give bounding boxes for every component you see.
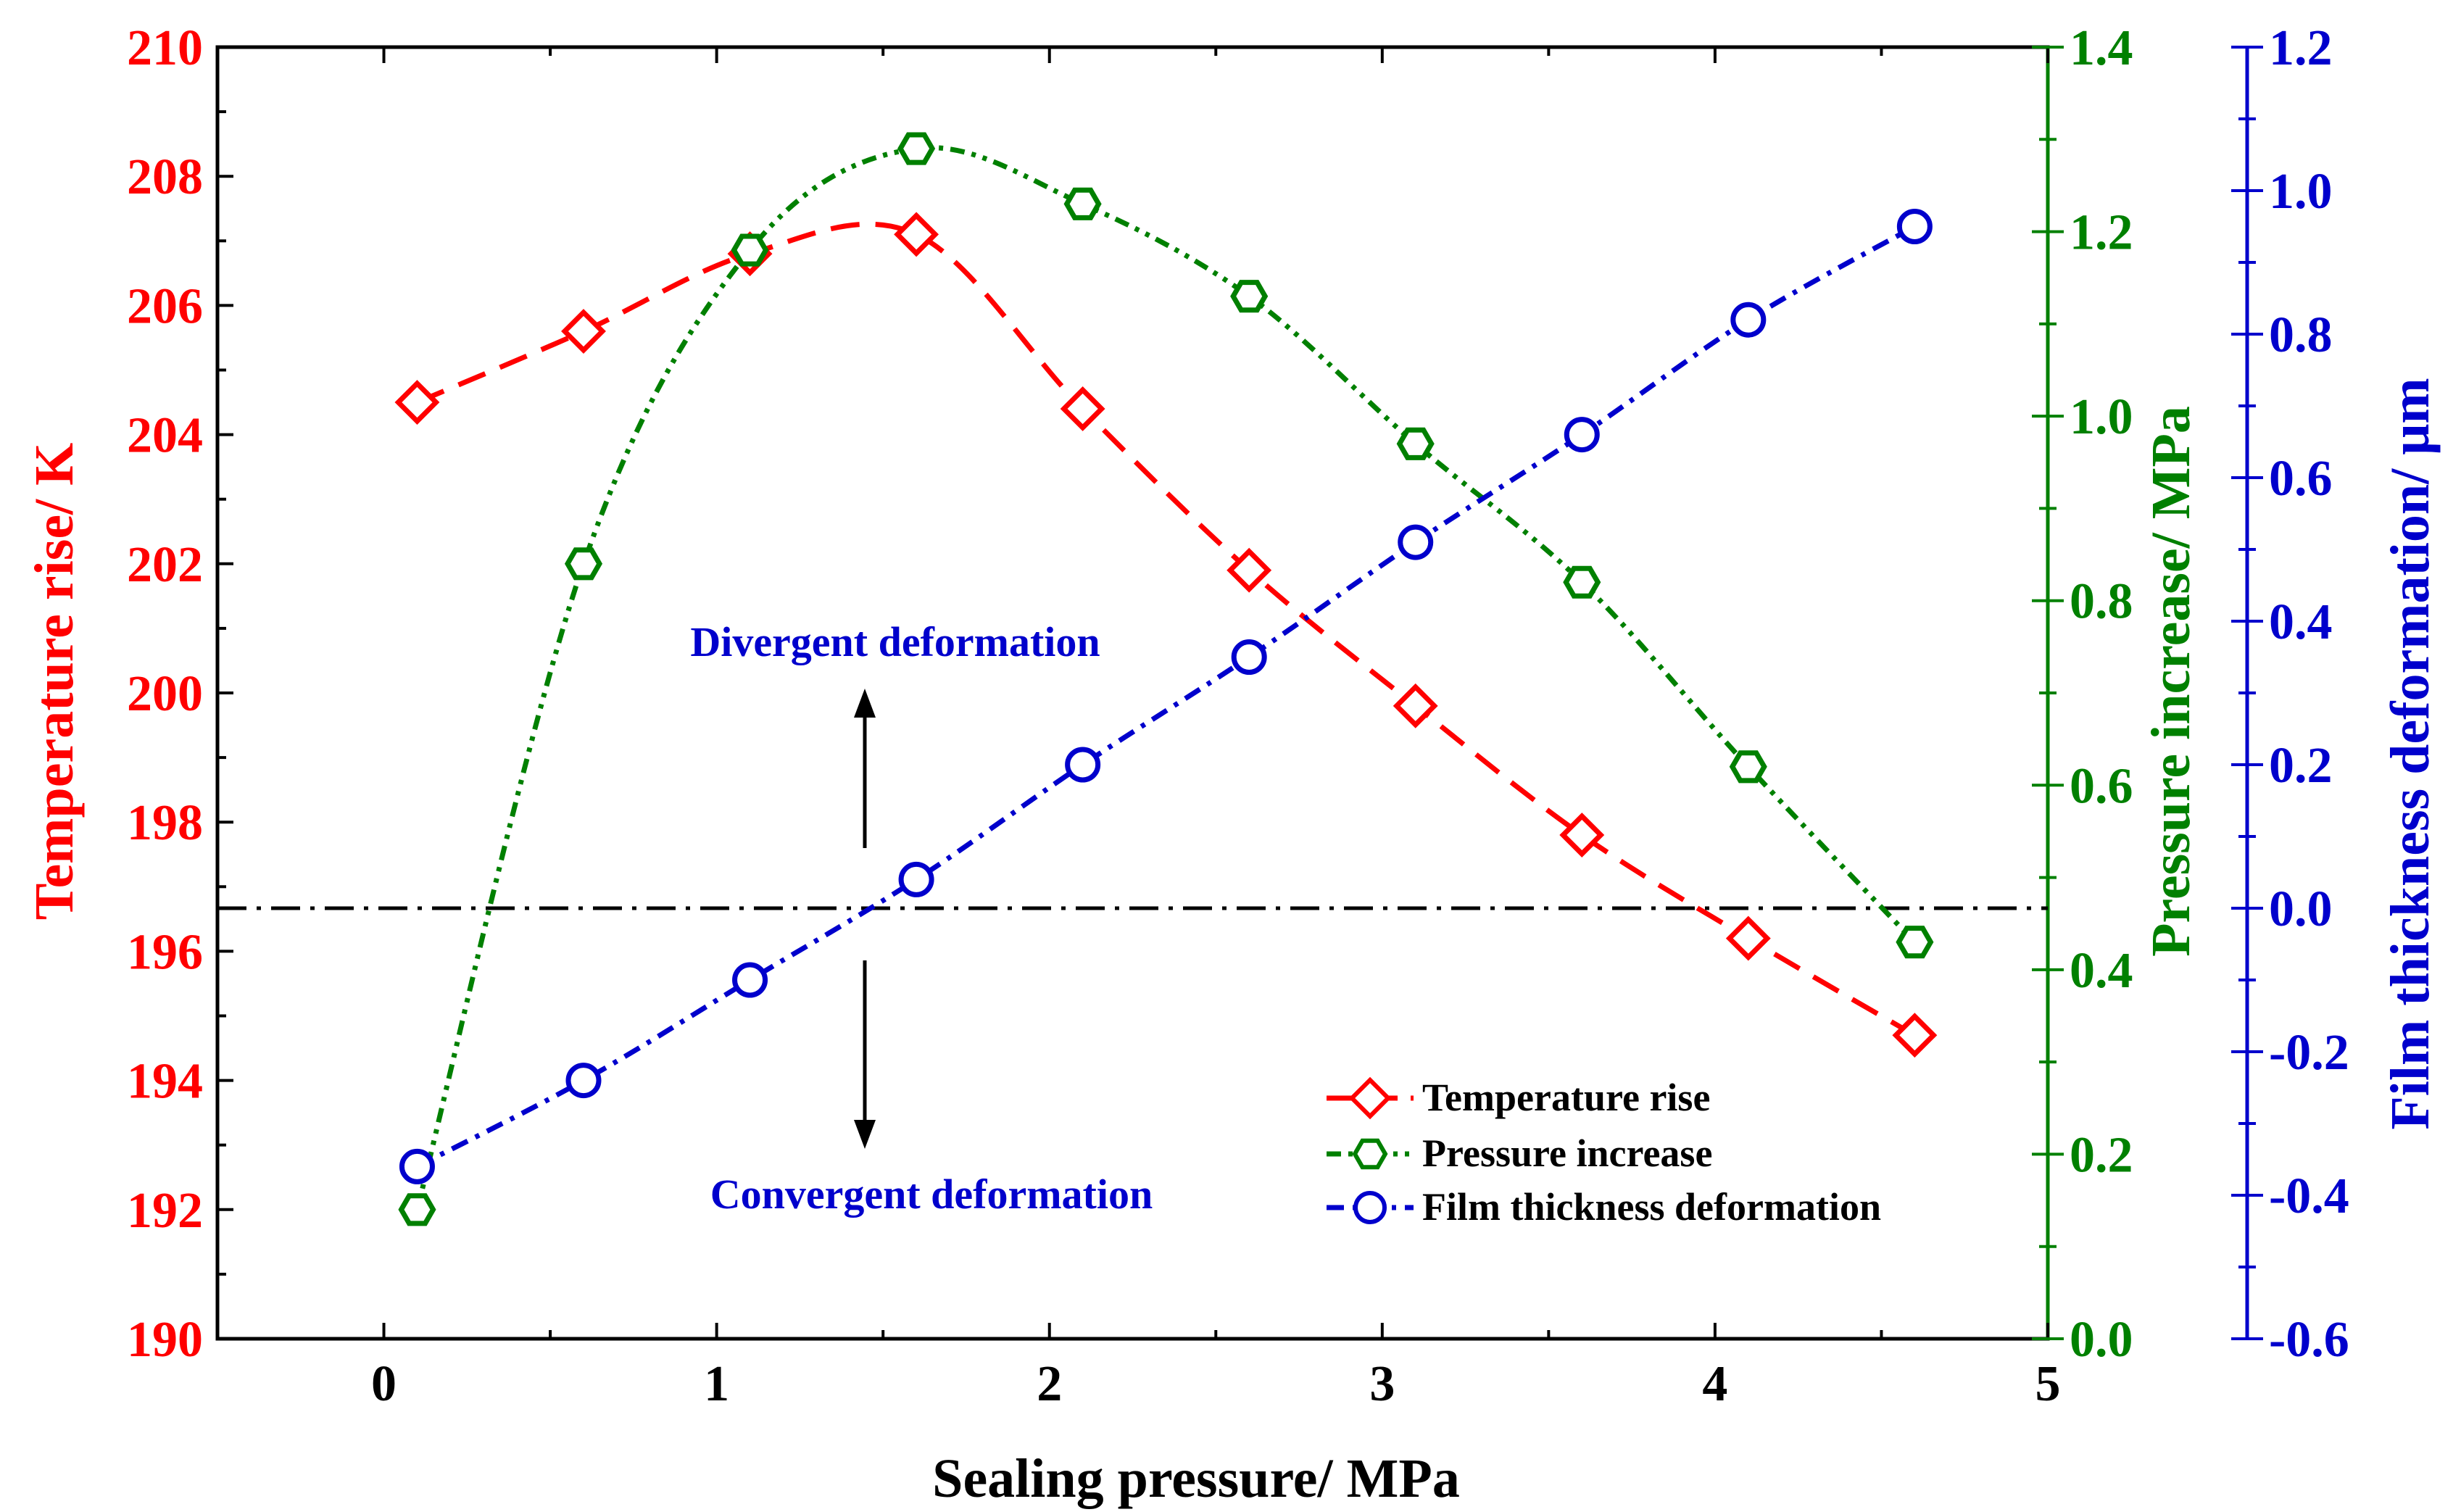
x-axis-title: Sealing pressure/ MPa [932,1448,1460,1509]
right2-tick-label: -0.4 [2269,1168,2349,1224]
data-point [1227,547,1272,593]
data-point [394,380,440,425]
data-point [1065,747,1101,783]
right2-tick-label: -0.6 [2269,1312,2349,1368]
data-point [1230,280,1269,313]
hexagon-marker-icon [1352,1138,1388,1170]
data-point [732,962,768,998]
data-point [1559,813,1605,857]
data-point [1730,302,1767,338]
left-tick-label: 200 [127,666,203,722]
convergent-arrow [854,960,876,1149]
x-tick-label: 5 [2035,1356,2061,1412]
legend-item-temperature: Temperature rise [1327,1076,1710,1120]
right2-tick-label: 0.0 [2269,881,2333,937]
left-tick-label: 208 [127,149,203,205]
data-point [1231,639,1267,675]
data-point [564,547,603,581]
right1-tick-label: 0.0 [2070,1312,2133,1368]
right2-tick-label: 1.2 [2269,20,2333,76]
right1-tick-label: 0.4 [2070,943,2133,999]
legend: Temperature rise Pressure increase Film … [1327,1076,1881,1229]
series [217,132,2048,1226]
diamond-marker-icon [1348,1076,1392,1120]
x-tick-label: 4 [1702,1356,1727,1412]
data-point [1398,524,1434,560]
right2-tick-label: 0.8 [2269,307,2333,363]
data-point [561,309,606,354]
right2-tick-label: 0.2 [2269,738,2333,794]
data-point [1896,926,1934,959]
left-tick-label: 204 [127,408,203,464]
data-point [1393,683,1438,728]
data-point [399,1148,435,1184]
right2-tick-label: 0.4 [2269,594,2333,650]
data-point [898,861,934,897]
divergent-label: Divergent deformation [690,618,1100,665]
right1-tick-label: 1.0 [2070,389,2133,445]
legend-label-film: Film thickness deformation [1422,1185,1881,1229]
right1-axis-title: Pressure increase/ MPa [2141,406,2201,957]
legend-item-film: Film thickness deformation [1327,1185,1881,1229]
data-point [894,212,939,257]
series-line [415,224,1917,1169]
left-tick-label: 196 [127,924,203,980]
data-point [1729,750,1767,784]
series-line [416,221,1917,1038]
right1-tick-label: 1.4 [2070,20,2133,76]
series-line [415,145,1917,1210]
data-point [1063,187,1102,220]
data-point [1896,209,1933,244]
legend-label-temperature: Temperature rise [1422,1076,1710,1119]
series-film-thickness-deformation [399,209,1933,1184]
right2-axis-title: Film thickness deformation/ μm [2380,378,2441,1129]
divergent-arrow [854,689,876,848]
right1-tick-label: 0.2 [2070,1127,2133,1183]
right1-tick-label: 0.6 [2070,758,2133,814]
series-pressure-increase [398,132,1934,1226]
left-tick-label: 194 [127,1054,203,1110]
data-point [1563,565,1601,599]
right1-tick-label: 1.2 [2070,205,2133,261]
circle-marker-icon [1353,1191,1387,1224]
data-point [731,233,769,267]
axes: 0 1 2 3 4 5 190 192 194 196 198 200 202 204 206 208 210 0… [127,20,2349,1412]
x-tick-label: 2 [1037,1356,1062,1412]
left-tick-label: 192 [127,1183,203,1239]
data-point [1060,386,1105,431]
data-point [1892,1013,1938,1058]
data-point [1396,427,1435,460]
left-tick-label: 198 [127,795,203,851]
plot-frame [215,45,2050,1341]
x-tick-label: 3 [1369,1356,1395,1412]
left-tick-label: 202 [127,537,203,593]
left-axis-title: Temperature rise/ K [24,443,85,921]
data-point [1725,915,1771,961]
left-tick-label: 210 [127,20,203,76]
right2-tick-label: 1.0 [2269,164,2333,220]
legend-label-pressure: Pressure increase [1422,1131,1712,1175]
data-point [897,132,936,165]
left-tick-label: 206 [127,278,203,334]
right1-tick-label: 0.8 [2070,574,2133,630]
right2-tick-label: -0.2 [2269,1025,2349,1081]
convergent-label: Convergent deformation [710,1171,1153,1218]
x-tick-label: 0 [371,1356,397,1412]
data-point [398,1193,436,1226]
right2-tick-label: 0.6 [2269,451,2333,507]
data-point [565,1063,602,1099]
plot-area [215,45,2249,1341]
legend-item-pressure: Pressure increase [1327,1131,1712,1175]
left-tick-label: 190 [127,1312,203,1368]
series-temperature-rise [394,212,1938,1058]
x-tick-label: 1 [704,1356,729,1412]
data-point [1564,417,1600,453]
